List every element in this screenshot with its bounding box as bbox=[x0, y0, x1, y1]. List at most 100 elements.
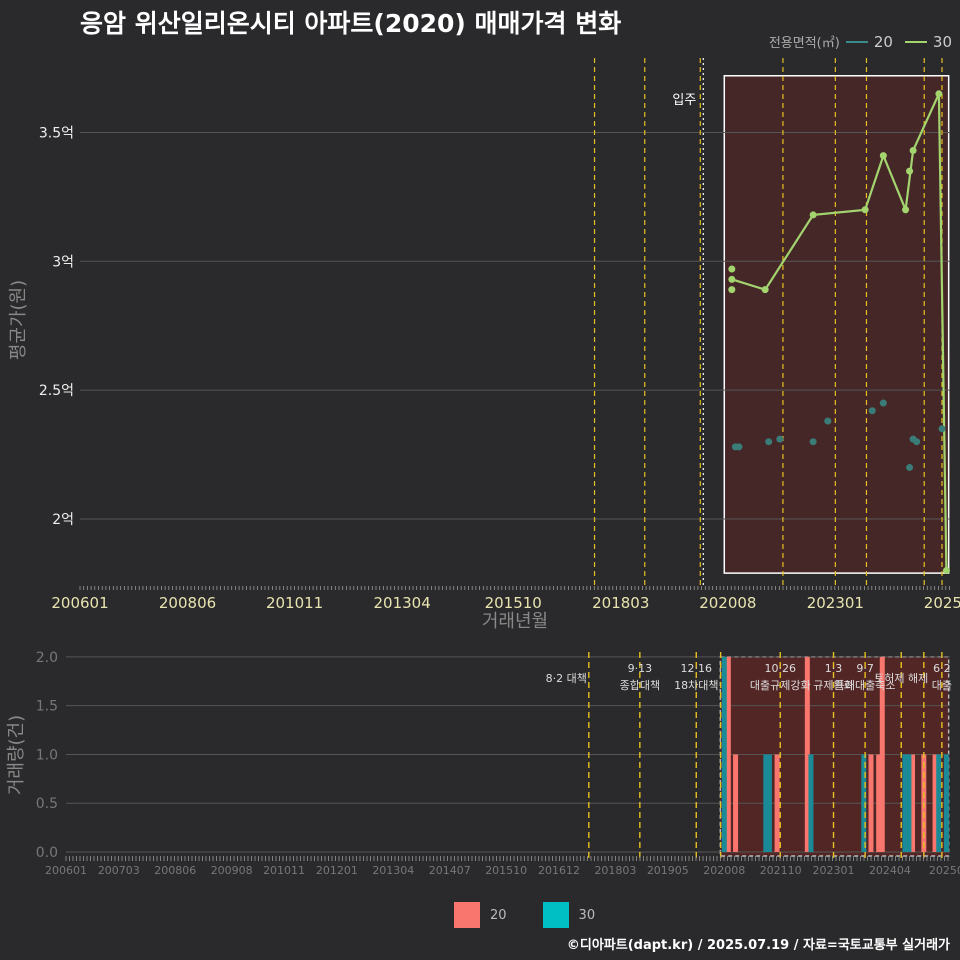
legend-label-30-bottom: 30 bbox=[578, 907, 596, 923]
price-point-20 bbox=[913, 438, 921, 446]
volume-y-tick-label: 1.0 bbox=[36, 747, 58, 763]
y-tick-label: 2억 bbox=[52, 512, 74, 528]
legend-swatch-30 bbox=[542, 902, 569, 928]
price-point-30 bbox=[942, 567, 950, 575]
volume-bar-20 bbox=[725, 656, 731, 852]
legend-label-20-bottom: 20 bbox=[490, 907, 507, 923]
policy-annotation: 18차대책 bbox=[674, 679, 718, 692]
volume-y-tick-label: 2.0 bbox=[36, 650, 58, 666]
policy-annotation: 대출 bbox=[932, 679, 952, 692]
policy-annotation: 6·2 bbox=[933, 662, 951, 675]
volume-y-tick-label: 0.5 bbox=[36, 796, 58, 812]
x-tick-label: 201803 bbox=[592, 594, 649, 612]
volume-x-tick-label: 200908 bbox=[211, 864, 253, 877]
x-tick-label: 200601 bbox=[51, 594, 108, 612]
legend-label-20: 20 bbox=[873, 32, 893, 51]
policy-annotation: 특례대출축소 bbox=[835, 679, 896, 692]
volume-bar-30 bbox=[721, 656, 727, 852]
volume-bar-20 bbox=[879, 656, 885, 852]
volume-bar-20 bbox=[932, 754, 938, 852]
volume-bar-30 bbox=[902, 754, 908, 852]
volume-x-tick-label: 201304 bbox=[372, 864, 414, 877]
policy-annotation: 10·26 bbox=[764, 662, 796, 675]
policy-annotation: 9·13 bbox=[628, 662, 653, 675]
chart-title: 응암 위산일리온시티 아파트(2020) 매매가격 변화 bbox=[80, 9, 622, 38]
legend-label-30: 30 bbox=[932, 32, 952, 51]
price-point-20 bbox=[765, 438, 773, 446]
policy-annotation: 토허제 해제 bbox=[874, 671, 928, 685]
volume-x-tick-label: 200806 bbox=[154, 864, 196, 877]
volume-y-axis-label: 거래량(건) bbox=[6, 715, 27, 795]
policy-annotation: 1·3 bbox=[825, 662, 843, 675]
x-tick-label: 202008 bbox=[699, 594, 756, 612]
volume-bar-20 bbox=[876, 754, 882, 852]
volume-bar-30 bbox=[763, 754, 769, 852]
volume-x-tick-label: 201803 bbox=[594, 864, 636, 877]
x-tick-label: 201304 bbox=[374, 594, 431, 612]
y-tick-label: 3.5억 bbox=[39, 125, 74, 141]
volume-bar-20 bbox=[774, 754, 780, 852]
volume-bar-30 bbox=[861, 754, 867, 852]
footer-credit: ©디아파트(dapt.kr) / 2025.07.19 / 자료=국토교통부 실… bbox=[566, 938, 950, 953]
x-tick-label: 2025 bbox=[924, 594, 960, 612]
price-point-20 bbox=[735, 443, 743, 451]
price-point-30 bbox=[728, 286, 736, 294]
volume-x-tick-label: 202301 bbox=[813, 864, 855, 877]
y-tick-label: 2.5억 bbox=[39, 383, 74, 399]
volume-bar-20 bbox=[910, 754, 916, 852]
volume-bar-30 bbox=[936, 754, 942, 852]
price-point-20 bbox=[879, 399, 887, 407]
legend-line-20 bbox=[845, 40, 868, 43]
price-point-20 bbox=[938, 425, 946, 433]
policy-annotation: 종합대책 bbox=[620, 679, 660, 692]
volume-x-tick-label: 202404 bbox=[869, 864, 911, 877]
x-tick-label: 201011 bbox=[266, 594, 323, 612]
y-tick-label: 3억 bbox=[52, 254, 74, 270]
volume-x-tick-label: 201201 bbox=[316, 864, 358, 877]
volume-x-tick-label: 201905 bbox=[647, 864, 689, 877]
volume-x-tick-label: 200601 bbox=[45, 864, 87, 877]
volume-x-tick-label: 201011 bbox=[263, 864, 305, 877]
price-point-30 bbox=[861, 206, 869, 214]
policy-annotation: 대출규제강화 bbox=[750, 679, 811, 692]
volume-bar-30 bbox=[943, 754, 949, 852]
price-point-30 bbox=[728, 265, 736, 273]
volume-x-tick-label: 200703 bbox=[98, 864, 140, 877]
price-point-20 bbox=[824, 417, 832, 425]
price-point-20 bbox=[776, 435, 784, 443]
volume-x-tick-label: 201612 bbox=[538, 864, 580, 877]
price-point-30 bbox=[935, 90, 943, 98]
y-axis-label: 평균가(원) bbox=[8, 280, 29, 360]
legend-bottom: 20 30 bbox=[454, 902, 595, 928]
volume-y-tick-label: 0.0 bbox=[36, 845, 58, 861]
volume-bar-20 bbox=[868, 754, 874, 852]
price-point-30 bbox=[809, 211, 817, 219]
price-point-30 bbox=[728, 275, 736, 283]
volume-x-tick-label: 20250 bbox=[929, 864, 960, 877]
price-point-30 bbox=[761, 286, 769, 294]
policy-annotation: 8·2 대책 bbox=[546, 672, 587, 685]
price-point-20 bbox=[906, 463, 914, 471]
price-point-30 bbox=[902, 206, 910, 214]
legend-top-title: 전용면적(㎡) bbox=[768, 36, 840, 51]
x-axis-label: 거래년월 bbox=[482, 611, 548, 632]
legend-top: 전용면적(㎡) 20 30 bbox=[768, 32, 952, 52]
volume-y-tick-label: 1.5 bbox=[36, 699, 58, 715]
volume-x-tick-label: 201510 bbox=[485, 864, 527, 877]
price-point-30 bbox=[879, 152, 887, 160]
volume-x-tick-label: 201407 bbox=[429, 864, 471, 877]
volume-bar-30 bbox=[766, 754, 772, 852]
volume-x-tick-label: 202008 bbox=[703, 864, 745, 877]
volume-bar-20 bbox=[804, 656, 810, 852]
price-point-20 bbox=[868, 407, 876, 415]
x-tick-label: 202301 bbox=[807, 594, 864, 612]
volume-bar-30 bbox=[906, 754, 912, 852]
volume-x-tick-label: 202110 bbox=[760, 864, 802, 877]
price-point-30 bbox=[909, 147, 917, 154]
policy-annotation: 9·7 bbox=[856, 662, 874, 675]
x-tick-label: 200806 bbox=[159, 594, 216, 612]
policy-annotation: 12·16 bbox=[681, 662, 713, 675]
policy-annotation: 규제완화 bbox=[813, 679, 853, 692]
price-point-20 bbox=[809, 438, 817, 446]
